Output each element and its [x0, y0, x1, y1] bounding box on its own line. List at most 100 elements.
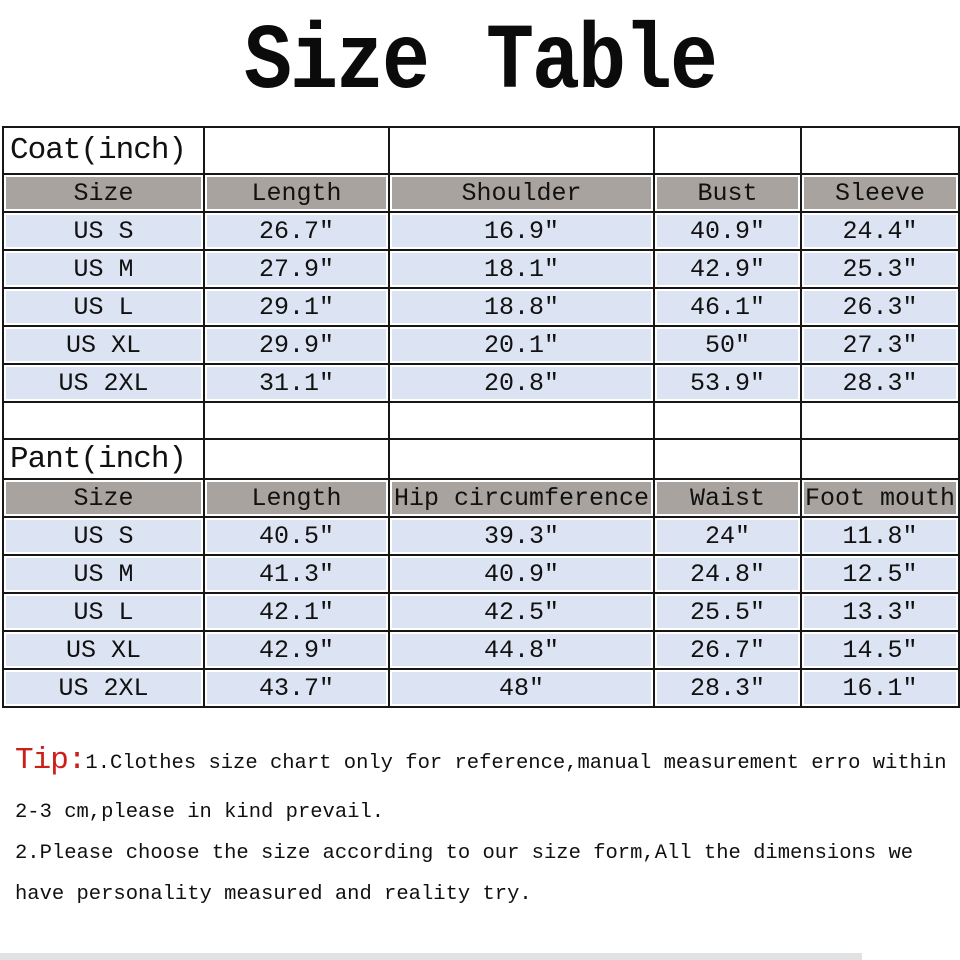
table-cell: 18.1″	[388, 249, 655, 289]
column-header: Foot mouth	[800, 478, 960, 518]
table-cell: 29.1″	[203, 287, 390, 327]
table-cell: 26.3″	[800, 287, 960, 327]
table-cell: 20.8″	[388, 363, 655, 403]
table-cell: 42.5″	[388, 592, 655, 632]
pant-header-row: Size Length Hip circumference Waist Foot mou…	[2, 478, 960, 518]
table-row: US M 41.3″ 40.9″ 24.8″ 12.5″	[2, 554, 960, 594]
table-cell: 28.3″	[653, 668, 802, 708]
table-cell: US L	[2, 592, 205, 632]
table-row: US M 27.9″ 18.1″ 42.9″ 25.3″	[2, 249, 960, 289]
table-cell: 42.1″	[203, 592, 390, 632]
empty-cell	[2, 401, 205, 440]
column-header: Size	[2, 478, 205, 518]
column-header: Waist	[653, 478, 802, 518]
empty-cell	[203, 438, 390, 480]
coat-section-row: Coat(inch)	[2, 126, 960, 175]
tip-block: Tip:1.Clothes size chart only for refere…	[15, 740, 955, 915]
coat-header-row: Size Length Shoulder Bust Sleeve	[2, 173, 960, 213]
table-row: US S 26.7″ 16.9″ 40.9″ 24.4″	[2, 211, 960, 251]
table-cell: 26.7″	[653, 630, 802, 670]
pant-section-label: Pant(inch)	[2, 438, 205, 480]
table-cell: 12.5″	[800, 554, 960, 594]
empty-cell	[800, 401, 960, 440]
table-cell: 14.5″	[800, 630, 960, 670]
table-cell: 24.4″	[800, 211, 960, 251]
column-header: Sleeve	[800, 173, 960, 213]
table-cell: 20.1″	[388, 325, 655, 365]
table-cell: 40.5″	[203, 516, 390, 556]
coat-section-label: Coat(inch)	[2, 126, 205, 175]
table-cell: 13.3″	[800, 592, 960, 632]
pant-table-head: Pant(inch) Size Length Hip circumference Wa…	[2, 438, 960, 518]
table-row: US 2XL 43.7″ 48″ 28.3″ 16.1″	[2, 668, 960, 708]
table-cell: 39.3″	[388, 516, 655, 556]
empty-cell	[203, 126, 390, 175]
table-cell: 42.9″	[203, 630, 390, 670]
tip-line-1-text: 1.Clothes size chart only for reference,…	[85, 752, 947, 775]
bottom-smudge	[0, 953, 862, 960]
table-cell: 31.1″	[203, 363, 390, 403]
table-cell: 18.8″	[388, 287, 655, 327]
tip-line-3: 2.Please choose the size according to ou…	[15, 842, 914, 865]
table-row: US S 40.5″ 39.3″ 24″ 11.8″	[2, 516, 960, 556]
table-cell: US M	[2, 249, 205, 289]
tip-label: Tip:	[15, 743, 86, 778]
table-cell: 24″	[653, 516, 802, 556]
table-row: US XL 29.9″ 20.1″ 50″ 27.3″	[2, 325, 960, 365]
column-header: Size	[2, 173, 205, 213]
table-row: US 2XL 31.1″ 20.8″ 53.9″ 28.3″	[2, 363, 960, 403]
size-table: Coat(inch) Size Length Shoulder Bust Sleeve …	[2, 126, 960, 708]
empty-cell	[653, 438, 802, 480]
table-cell: US S	[2, 516, 205, 556]
table-cell: US XL	[2, 630, 205, 670]
table-cell: 46.1″	[653, 287, 802, 327]
column-header: Length	[203, 478, 390, 518]
table-cell: 53.9″	[653, 363, 802, 403]
table-cell: US M	[2, 554, 205, 594]
column-header: Length	[203, 173, 390, 213]
coat-rows: US S 26.7″ 16.9″ 40.9″ 24.4″ US M 27.9″ 18.1″ 42…	[2, 211, 960, 403]
empty-cell	[800, 438, 960, 480]
table-cell: 24.8″	[653, 554, 802, 594]
tip-line-1: Tip:1.Clothes size chart only for refere…	[15, 740, 955, 784]
table-cell: 41.3″	[203, 554, 390, 594]
table-cell: 50″	[653, 325, 802, 365]
pant-rows: US S 40.5″ 39.3″ 24″ 11.8″ US M 41.3″ 40.9″ 24.8…	[2, 516, 960, 708]
pant-section-row: Pant(inch)	[2, 438, 960, 480]
table-cell: US S	[2, 211, 205, 251]
empty-cell	[800, 126, 960, 175]
table-cell: 42.9″	[653, 249, 802, 289]
table-row: US L 42.1″ 42.5″ 25.5″ 13.3″	[2, 592, 960, 632]
spacer-section	[2, 401, 960, 440]
table-cell: 26.7″	[203, 211, 390, 251]
empty-cell	[388, 126, 655, 175]
empty-cell	[653, 401, 802, 440]
table-cell: 27.3″	[800, 325, 960, 365]
empty-cell	[388, 438, 655, 480]
table-cell: US L	[2, 287, 205, 327]
empty-cell	[388, 401, 655, 440]
table-cell: 25.3″	[800, 249, 960, 289]
table-cell: 16.1″	[800, 668, 960, 708]
table-row: US L 29.1″ 18.8″ 46.1″ 26.3″	[2, 287, 960, 327]
table-cell: 27.9″	[203, 249, 390, 289]
table-cell: US 2XL	[2, 668, 205, 708]
empty-cell	[203, 401, 390, 440]
table-cell: 43.7″	[203, 668, 390, 708]
table-cell: 44.8″	[388, 630, 655, 670]
table-cell: 28.3″	[800, 363, 960, 403]
table-cell: US XL	[2, 325, 205, 365]
tip-line-4: have personality measured and reality tr…	[15, 883, 532, 906]
page-title: Size Table	[243, 10, 718, 117]
table-cell: 48″	[388, 668, 655, 708]
table-cell: US 2XL	[2, 363, 205, 403]
empty-cell	[653, 126, 802, 175]
column-header: Shoulder	[388, 173, 655, 213]
table-cell: 11.8″	[800, 516, 960, 556]
table-cell: 29.9″	[203, 325, 390, 365]
table-row: US XL 42.9″ 44.8″ 26.7″ 14.5″	[2, 630, 960, 670]
table-cell: 16.9″	[388, 211, 655, 251]
table-cell: 25.5″	[653, 592, 802, 632]
column-header: Hip circumference	[388, 478, 655, 518]
